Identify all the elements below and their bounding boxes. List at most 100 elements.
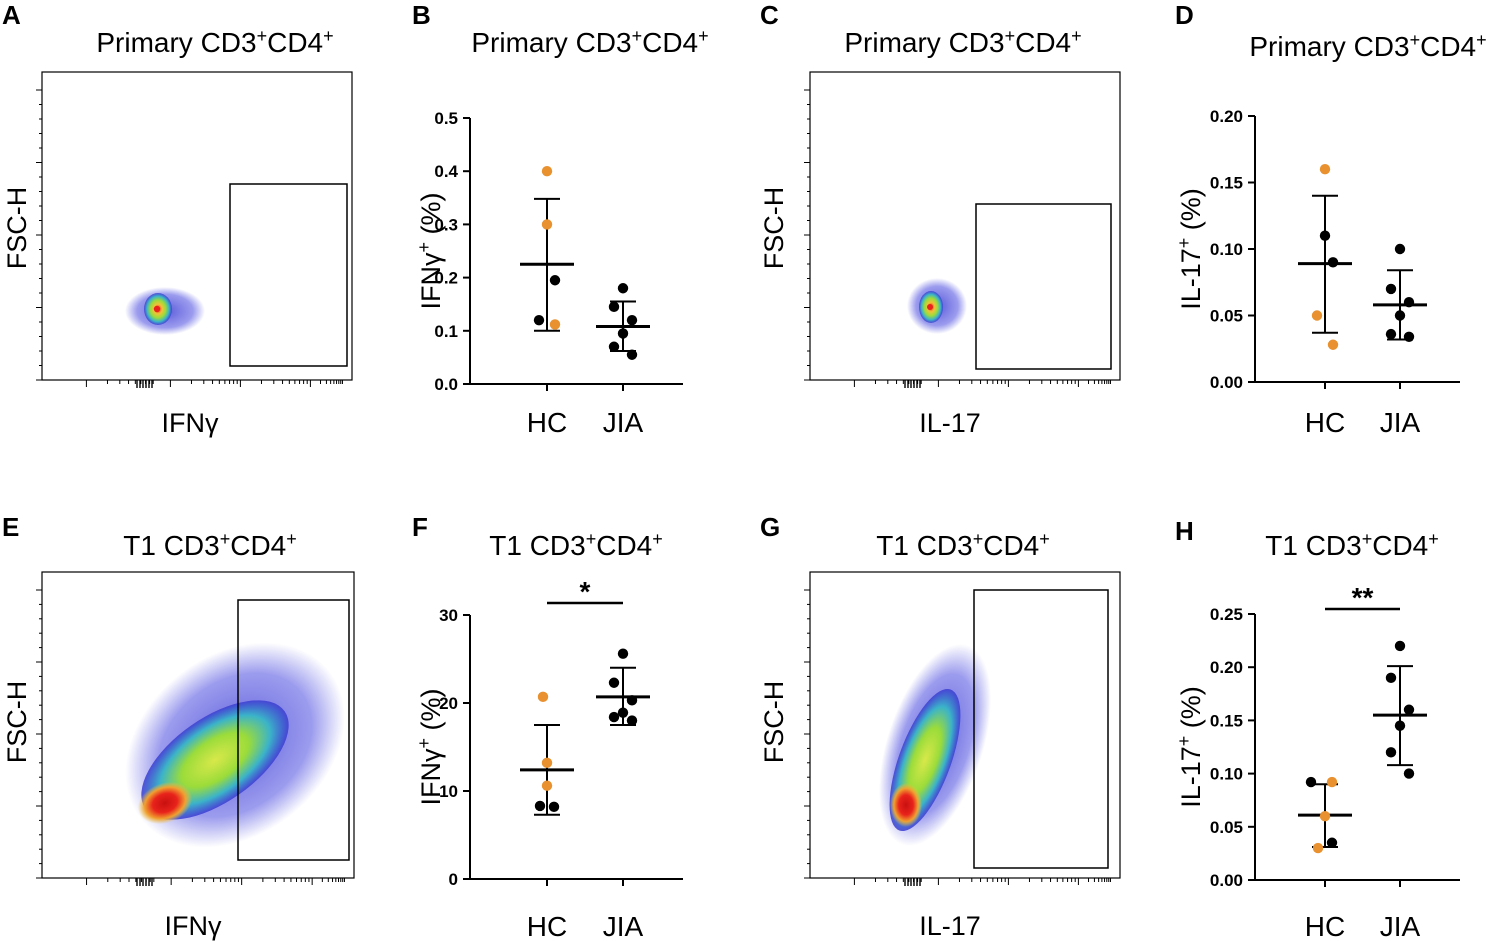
y-tick-label: 0.15 [1210,711,1243,730]
data-point [1385,747,1397,758]
category-label-hc: HC [527,911,567,941]
data-point [608,677,620,688]
data-point [1311,310,1323,321]
y-tick-label: 20 [439,694,458,713]
data-point [541,757,553,769]
group-jia [1373,243,1427,342]
y-tick-label: 0.0 [434,375,458,394]
y-tick-label: 0.3 [434,215,458,234]
data-point [1394,640,1406,652]
category-label-hc: HC [1305,911,1345,941]
group-hc [1298,776,1352,854]
panel-e-title: T1 CD3+CD4+ [123,529,297,561]
data-point [626,695,638,706]
group-hc [520,691,574,816]
y-tick-label: 0.00 [1210,373,1243,392]
panel-c-title: Primary CD3+CD4+ [844,26,1081,58]
data-point [1319,230,1331,241]
data-point [608,301,620,313]
group-jia [596,648,650,726]
category-label-hc: HC [1305,407,1345,438]
panel-letter-c: C [760,0,779,30]
panel-f-ylabel: IFNγ+ (%) [414,688,446,805]
data-point [534,800,546,812]
panel-c: C Primary CD3+CD4+ FSC-H IL-17 [759,0,1121,438]
panel-a: A Primary CD3+CD4+ FSC-H IFNγ [2,0,353,438]
panel-letter-a: A [2,0,21,30]
panel-d-ylabel: IL-17+ (%) [1174,188,1206,310]
y-tick-label: 10 [439,782,458,801]
data-point [541,166,553,177]
data-point [1326,837,1338,848]
y-tick-label: 0.15 [1210,174,1243,193]
data-point [617,283,629,294]
panel-g-title: T1 CD3+CD4+ [876,529,1050,561]
data-point [1305,776,1317,788]
panel-g-xlabel: IL-17 [919,911,981,941]
panel-c-gate [975,203,1112,370]
panel-e-frame [41,571,355,879]
panel-a-frame [41,71,353,381]
y-tick-label: 0.4 [434,162,458,181]
panel-c-xlabel: IL-17 [919,408,981,438]
panel-b-title: Primary CD3+CD4+ [471,26,708,58]
data-point [1403,704,1415,715]
data-point [548,801,560,813]
y-tick-label: 0.1 [434,322,458,341]
panel-a-ticks [36,89,343,388]
panel-a-title: Primary CD3+CD4+ [96,26,333,58]
panel-g-frame [809,571,1121,879]
panel-e: E T1 CD3+CD4+ FSC-H IFNγ [2,512,355,941]
panel-h: H T1 CD3+CD4+ 0.00 0.05 0.10 0.15 0.20 0.25 IL-1… [1174,516,1460,941]
panel-a-density [125,287,205,335]
group-hc [520,166,574,332]
data-point [1394,243,1406,255]
data-point [541,219,553,230]
panel-letter-e: E [2,512,19,542]
panel-g-gate [973,589,1109,869]
y-tick-label: 0.2 [434,269,458,288]
panel-c-frame [809,71,1121,381]
panel-e-ticks [36,589,345,886]
data-point [1403,297,1415,308]
data-point [608,711,620,723]
panel-f: F T1 CD3+CD4+ 0 10 20 30 IFNγ+ (%) HC JIA * [412,512,683,941]
y-tick-label: 0.05 [1210,307,1243,326]
data-point [1385,283,1397,295]
data-point [617,707,629,718]
panel-letter-f: F [412,512,428,542]
category-label-jia: JIA [1380,911,1421,941]
panel-h-title: T1 CD3+CD4+ [1265,529,1439,561]
panel-letter-h: H [1175,516,1194,546]
y-tick-label: 0.10 [1210,240,1243,259]
dot-plots: B Primary CD3+CD4+ 0.0 0.1 0.2 0.3 0.4 0.5 IFNγ+… [412,0,1487,941]
significance-label: ** [1352,582,1374,613]
group-jia [596,283,650,360]
data-point [1394,310,1406,321]
panel-d-title: Primary CD3+CD4+ [1249,30,1486,62]
data-point [1394,720,1406,731]
panel-c-density [907,278,967,334]
y-tick-label: 0 [449,870,458,889]
panel-g: G T1 CD3+CD4+ FSC-H IL-17 [759,512,1121,941]
y-tick-label: 0.10 [1210,765,1243,784]
panel-c-ylabel: FSC-H [759,187,789,270]
panel-a-ylabel: FSC-H [2,187,32,270]
panel-f-title: T1 CD3+CD4+ [489,529,663,561]
data-point [533,314,545,326]
category-label-jia: JIA [603,407,644,438]
y-tick-label: 0.20 [1210,107,1243,126]
data-point [617,328,629,339]
significance-label: * [580,576,591,607]
panel-b-ylabel: IFNγ+ (%) [414,192,446,309]
y-tick-label: 0.20 [1210,658,1243,677]
category-label-jia: JIA [1380,407,1421,438]
data-point [608,341,620,352]
data-point [1327,339,1339,350]
category-label-jia: JIA [603,911,644,941]
panel-b: B Primary CD3+CD4+ 0.0 0.1 0.2 0.3 0.4 0.5 IFNγ+… [412,0,709,438]
group-hc [1298,164,1352,350]
panel-e-xlabel: IFNγ [165,911,222,941]
data-point [626,314,638,326]
